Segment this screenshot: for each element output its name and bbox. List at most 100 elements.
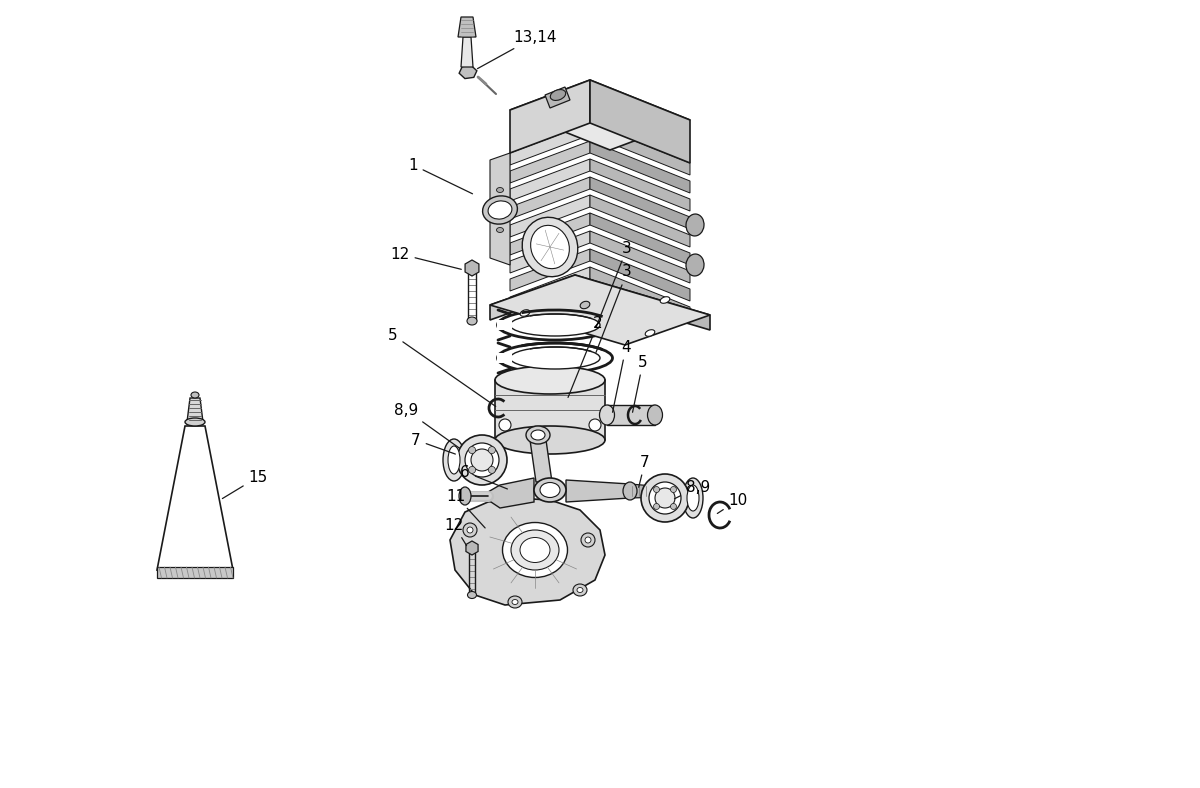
Ellipse shape [510, 314, 600, 336]
Polygon shape [458, 17, 476, 37]
Ellipse shape [510, 347, 600, 369]
Text: 4: 4 [612, 340, 631, 412]
Ellipse shape [522, 217, 578, 277]
Ellipse shape [648, 405, 662, 425]
Ellipse shape [526, 426, 550, 444]
Polygon shape [466, 541, 478, 555]
Ellipse shape [646, 329, 655, 336]
Ellipse shape [497, 188, 504, 192]
Ellipse shape [540, 482, 560, 497]
Ellipse shape [482, 196, 517, 224]
Ellipse shape [511, 530, 559, 570]
Polygon shape [510, 80, 690, 150]
Ellipse shape [530, 430, 545, 440]
Text: 8,9: 8,9 [394, 403, 460, 448]
Ellipse shape [496, 366, 605, 394]
Polygon shape [510, 177, 590, 219]
Text: 7: 7 [638, 455, 650, 487]
Polygon shape [510, 123, 590, 165]
Text: 11: 11 [446, 489, 485, 528]
Text: 5: 5 [388, 328, 496, 407]
Ellipse shape [499, 419, 511, 431]
Ellipse shape [470, 449, 493, 471]
Ellipse shape [457, 435, 508, 485]
Text: 7: 7 [412, 433, 455, 454]
Ellipse shape [580, 301, 590, 309]
Ellipse shape [497, 228, 504, 232]
Text: 12: 12 [444, 518, 467, 545]
Ellipse shape [671, 486, 677, 492]
Polygon shape [590, 213, 690, 265]
Ellipse shape [623, 482, 637, 500]
Polygon shape [510, 195, 590, 237]
Polygon shape [510, 80, 590, 153]
Polygon shape [510, 141, 590, 183]
Polygon shape [157, 567, 233, 578]
Polygon shape [590, 80, 690, 163]
Ellipse shape [649, 482, 682, 514]
Ellipse shape [488, 447, 496, 454]
Ellipse shape [655, 488, 674, 508]
Ellipse shape [686, 254, 704, 276]
Polygon shape [461, 37, 473, 67]
Ellipse shape [448, 446, 460, 474]
Ellipse shape [488, 201, 512, 219]
Ellipse shape [641, 474, 689, 522]
Polygon shape [590, 123, 690, 175]
Bar [497, 353, 512, 363]
Polygon shape [590, 141, 690, 193]
Ellipse shape [463, 523, 478, 537]
Ellipse shape [671, 504, 677, 510]
Ellipse shape [534, 478, 566, 502]
Ellipse shape [600, 405, 614, 425]
Ellipse shape [469, 466, 475, 474]
Ellipse shape [498, 343, 612, 373]
Polygon shape [510, 249, 590, 291]
Polygon shape [490, 275, 575, 320]
Polygon shape [510, 267, 590, 309]
Text: 8,9: 8,9 [674, 480, 710, 499]
Polygon shape [510, 213, 590, 255]
Polygon shape [630, 484, 665, 498]
Ellipse shape [660, 297, 670, 303]
Text: 13,14: 13,14 [478, 29, 557, 69]
Ellipse shape [503, 522, 568, 578]
Ellipse shape [589, 419, 601, 431]
Ellipse shape [498, 310, 612, 340]
Ellipse shape [530, 225, 569, 269]
Ellipse shape [185, 418, 205, 426]
Ellipse shape [467, 527, 473, 533]
Polygon shape [490, 153, 510, 265]
Ellipse shape [683, 478, 703, 518]
Text: 5: 5 [632, 355, 648, 412]
Ellipse shape [686, 485, 698, 511]
Polygon shape [575, 275, 710, 330]
Text: 15: 15 [222, 470, 268, 499]
Polygon shape [590, 249, 690, 301]
Ellipse shape [469, 447, 475, 454]
Ellipse shape [466, 443, 499, 477]
Polygon shape [607, 405, 655, 425]
Ellipse shape [467, 317, 478, 325]
Ellipse shape [586, 537, 592, 543]
Polygon shape [590, 195, 690, 247]
Polygon shape [488, 478, 534, 508]
Polygon shape [187, 398, 203, 422]
Ellipse shape [468, 592, 476, 599]
Polygon shape [590, 267, 690, 319]
Ellipse shape [520, 310, 530, 316]
Ellipse shape [660, 485, 670, 499]
Ellipse shape [520, 537, 550, 563]
Polygon shape [545, 87, 570, 108]
Polygon shape [510, 231, 590, 273]
Text: 2: 2 [568, 315, 602, 397]
Ellipse shape [458, 487, 470, 505]
Polygon shape [460, 65, 476, 79]
Polygon shape [566, 480, 630, 502]
Polygon shape [590, 231, 690, 283]
Text: 3: 3 [596, 265, 632, 352]
Ellipse shape [191, 392, 199, 398]
Ellipse shape [577, 588, 583, 593]
Polygon shape [496, 380, 605, 440]
Text: 3: 3 [596, 240, 632, 327]
